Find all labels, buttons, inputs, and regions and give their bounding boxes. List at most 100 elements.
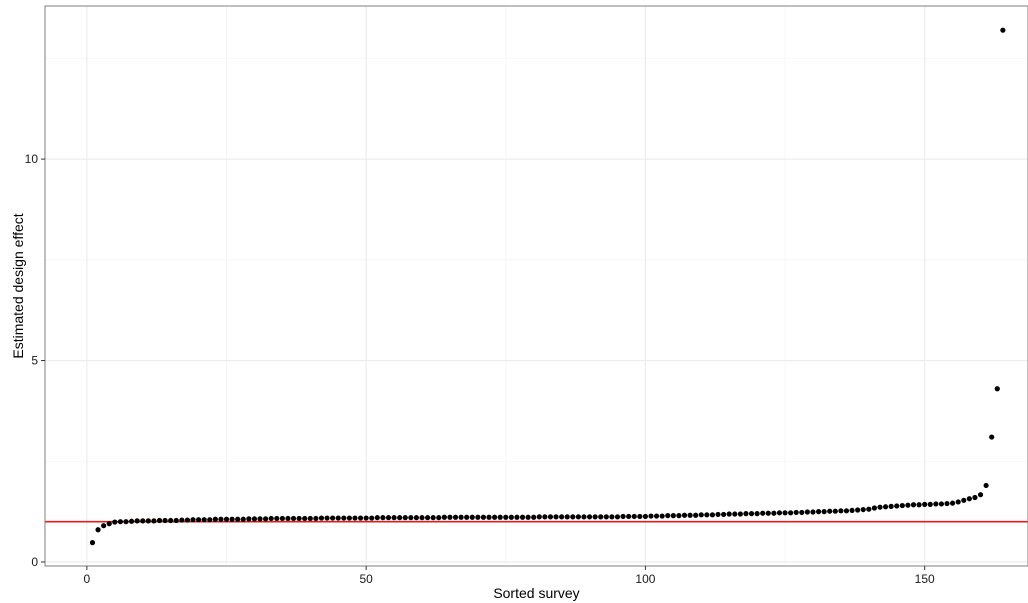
data-point <box>251 516 258 522</box>
x-axis-ticks: 0 50 100 150 <box>84 566 935 586</box>
data-point <box>626 513 632 520</box>
data-point <box>815 509 822 515</box>
data-point <box>151 518 157 524</box>
data-point <box>123 519 129 525</box>
data-point <box>285 515 291 522</box>
data-point <box>195 517 202 523</box>
data-point <box>827 508 833 514</box>
data-point <box>413 515 420 521</box>
data-point <box>106 521 112 527</box>
data-point <box>659 513 665 519</box>
data-point <box>452 514 459 520</box>
data-point <box>704 512 710 518</box>
data-point <box>374 515 380 521</box>
x-tick-label: 50 <box>359 572 373 586</box>
x-tick-label: 0 <box>84 572 91 586</box>
data-point <box>307 515 313 522</box>
data-point <box>788 510 794 516</box>
data-point <box>391 515 397 521</box>
data-point <box>296 515 302 522</box>
data-point <box>424 515 431 521</box>
data-point <box>408 515 414 521</box>
data-point <box>559 514 565 520</box>
data-point <box>140 518 146 524</box>
data-point <box>832 508 838 514</box>
data-point <box>553 514 559 520</box>
data-point <box>497 514 503 520</box>
data-point <box>905 502 911 508</box>
data-point <box>642 513 649 520</box>
data-point <box>101 523 107 529</box>
data-point <box>492 514 498 520</box>
data-point <box>1000 27 1006 33</box>
data-point <box>927 501 933 507</box>
data-point <box>754 511 760 517</box>
data-point <box>369 515 375 521</box>
grid-major-lines <box>45 6 1028 566</box>
y-tick-label: 5 <box>31 354 38 368</box>
data-point <box>570 514 576 520</box>
data-point <box>737 511 743 517</box>
data-point <box>190 517 196 523</box>
data-point <box>804 509 810 515</box>
data-point <box>95 527 101 533</box>
data-point <box>112 519 118 525</box>
data-point <box>603 514 609 520</box>
data-point <box>218 516 224 522</box>
data-point <box>117 519 124 525</box>
data-point <box>380 515 386 521</box>
data-point <box>519 514 526 520</box>
data-point <box>726 511 732 517</box>
data-point <box>653 513 660 519</box>
data-point <box>760 510 766 516</box>
data-point <box>145 518 151 524</box>
data-point <box>665 513 671 519</box>
data-point <box>201 517 207 523</box>
data-point <box>961 497 967 503</box>
data-point <box>637 513 643 520</box>
data-point <box>279 515 285 522</box>
data-point <box>134 518 140 524</box>
data-point <box>838 508 844 514</box>
data-point <box>346 515 352 521</box>
data-point <box>916 502 922 508</box>
data-point <box>207 517 213 523</box>
data-point <box>821 509 827 515</box>
data-point <box>335 515 341 521</box>
data-point <box>933 501 939 507</box>
y-axis-ticks: 0 5 10 <box>25 152 45 569</box>
data-point <box>581 514 587 520</box>
data-point <box>966 496 972 502</box>
data-point <box>732 511 738 517</box>
data-point <box>531 514 537 520</box>
data-point <box>447 514 453 520</box>
data-point <box>341 515 347 521</box>
data-point <box>184 517 191 523</box>
data-point <box>575 514 581 520</box>
data-point <box>179 517 185 523</box>
data-point <box>843 508 850 514</box>
data-point <box>670 513 676 519</box>
data-point <box>419 515 425 521</box>
data-point <box>402 515 408 521</box>
data-point <box>302 515 308 522</box>
data-point <box>89 540 96 546</box>
data-point <box>748 511 755 517</box>
data-point <box>765 510 771 516</box>
data-point <box>994 386 1000 392</box>
data-point <box>525 514 531 520</box>
x-axis-title: Sorted survey <box>493 585 579 601</box>
data-point <box>949 500 956 506</box>
data-point <box>955 499 961 505</box>
data-point <box>486 514 492 520</box>
data-point <box>586 514 593 520</box>
data-point <box>977 492 984 498</box>
data-point <box>503 514 509 520</box>
data-point <box>318 515 325 521</box>
data-point <box>944 500 950 507</box>
plot-panel-border <box>44 5 1028 567</box>
data-point <box>240 516 246 522</box>
y-tick-label: 0 <box>31 555 38 569</box>
plot-panel-background <box>45 6 1028 566</box>
